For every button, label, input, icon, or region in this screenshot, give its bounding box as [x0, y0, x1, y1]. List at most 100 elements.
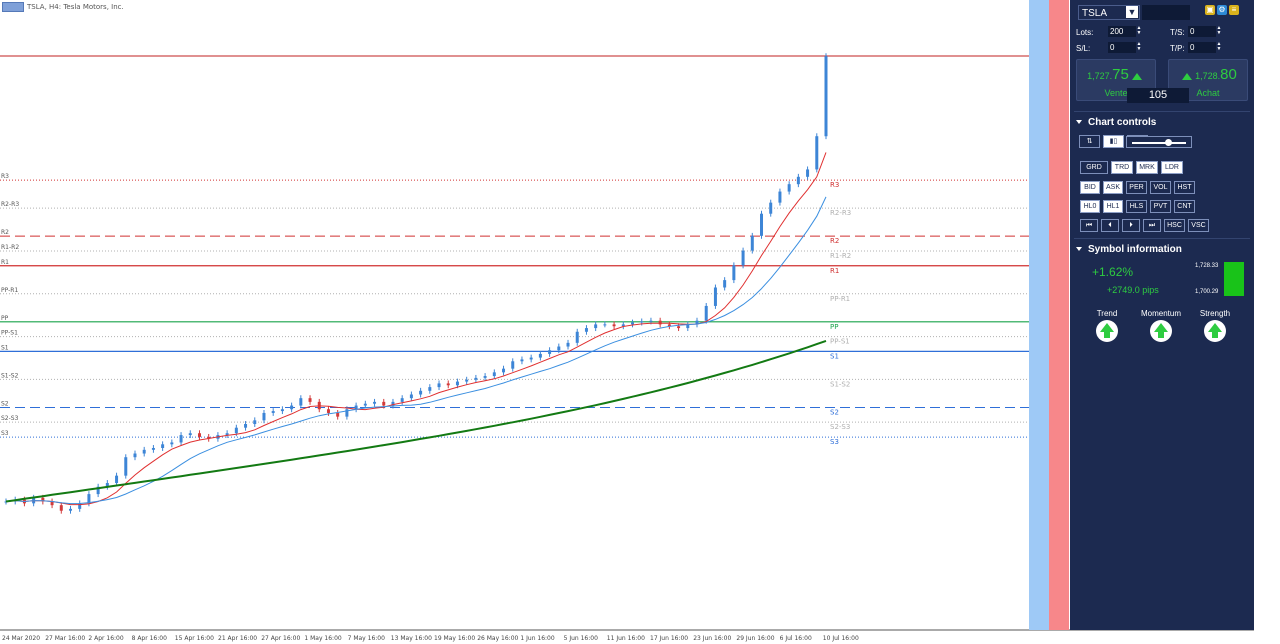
candle-body: [419, 390, 423, 395]
chart-control-ask-button[interactable]: ASK: [1103, 181, 1123, 194]
ma-slow-line: [5, 339, 827, 503]
candle-body: [566, 342, 570, 347]
range-bar: [1224, 262, 1244, 296]
pivot-right-label: S1-S2: [830, 380, 850, 388]
tp-stepper[interactable]: ▲ ▼: [1216, 41, 1222, 52]
chart-title: TSLA, H4: Tesla Motors, Inc.: [2, 2, 124, 12]
chart-control-vsc-button[interactable]: VSC: [1188, 219, 1209, 232]
candle-body: [741, 250, 745, 266]
candle-body: [806, 169, 810, 177]
sl-stepper[interactable]: ▲ ▼: [1136, 41, 1142, 52]
candle-body: [188, 433, 192, 436]
ask-column: [1049, 0, 1069, 630]
time-tick-label: 6 Jul 16:00: [780, 635, 812, 642]
candle-body: [170, 442, 174, 445]
price-chart[interactable]: 1862.951804.231745.501686.301627.461563.…: [0, 0, 1254, 644]
chart-control-vol-button[interactable]: VOL: [1150, 181, 1171, 194]
pivot-left-label: PP-R1: [1, 287, 18, 294]
candle-body: [446, 383, 450, 386]
lots-label: Lots:: [1076, 28, 1094, 37]
chart-control-hls-button[interactable]: HLS: [1126, 200, 1147, 213]
pivot-left-label: R2: [1, 229, 9, 236]
candle-body: [280, 409, 284, 412]
chart-control-trd-button[interactable]: TRD: [1111, 161, 1133, 174]
strength-label: Strength: [1199, 309, 1231, 318]
candle-body: [548, 350, 552, 354]
chart-control-hsc-button[interactable]: HSC: [1164, 219, 1185, 232]
chart-control-hl1-button[interactable]: HL1: [1103, 200, 1123, 213]
candle-body: [59, 505, 63, 511]
buy-button[interactable]: 1,728.80 Achat: [1168, 59, 1248, 101]
chart-control-mrk-button[interactable]: MRK: [1136, 161, 1158, 174]
symbol-select[interactable]: TSLA: [1078, 5, 1140, 20]
candle-body: [151, 447, 155, 450]
ts-stepper[interactable]: ▲ ▼: [1216, 25, 1222, 36]
pivot-left-label: S2: [1, 400, 9, 407]
pivot-left-label: R1-R2: [1, 244, 19, 251]
candle-body: [87, 494, 91, 504]
divider: [1074, 111, 1250, 112]
time-tick-label: 24 Mar 2020: [2, 635, 40, 642]
ts-input[interactable]: 0: [1188, 26, 1216, 37]
candle-bars-button[interactable]: ⇅: [1079, 135, 1100, 148]
chart-control-pvt-button[interactable]: PVT: [1150, 200, 1171, 213]
chart-control-cnt-button[interactable]: CNT: [1174, 200, 1195, 213]
candle-body: [271, 411, 275, 413]
chart-canvas[interactable]: 1862.951804.231745.501686.301627.461563.…: [0, 0, 1254, 644]
chart-control--button[interactable]: ⏴: [1101, 219, 1119, 232]
chart-control-hst-button[interactable]: HST: [1174, 181, 1195, 194]
chart-control-grd-button[interactable]: GRD: [1080, 161, 1108, 174]
candle-body: [529, 357, 533, 360]
chart-control--button[interactable]: ⏮: [1080, 219, 1098, 232]
symbol-info-header[interactable]: Symbol information: [1076, 244, 1182, 255]
candle-body: [41, 497, 45, 502]
pivot-right-label: R2-R3: [830, 209, 851, 217]
candle-style-button[interactable]: ▮▯: [1103, 135, 1124, 148]
lock-icon[interactable]: ▣: [1205, 5, 1215, 15]
pivot-right-label: S2-S3: [830, 423, 850, 431]
pivot-right-label: R3: [830, 181, 839, 189]
time-tick-label: 27 Mar 16:00: [45, 635, 85, 642]
candle-body: [723, 280, 727, 288]
candle-body: [584, 328, 588, 332]
candle-body: [538, 353, 542, 358]
symbol-search-input[interactable]: [1142, 5, 1190, 20]
candle-body: [179, 435, 183, 443]
lots-input[interactable]: 200: [1108, 26, 1136, 37]
chevron-down-icon[interactable]: ▼: [1126, 6, 1138, 18]
candle-body: [658, 320, 662, 325]
chart-control--button[interactable]: ⏭: [1143, 219, 1161, 232]
menu-icon[interactable]: ≡: [1229, 5, 1239, 15]
candle-body: [336, 412, 340, 417]
candle-body: [760, 213, 764, 236]
time-tick-label: 5 Jun 16:00: [564, 635, 598, 642]
buy-price-big: 80: [1220, 66, 1237, 83]
quantity-input[interactable]: 105: [1127, 88, 1189, 103]
chart-control--button[interactable]: ⏵: [1122, 219, 1140, 232]
time-tick-label: 2 Apr 16:00: [88, 635, 123, 642]
chart-control-bid-button[interactable]: BID: [1080, 181, 1100, 194]
collapse-icon: [1076, 120, 1082, 125]
chart-control-ldr-button[interactable]: LDR: [1161, 161, 1183, 174]
gear-icon[interactable]: ⚙: [1217, 5, 1227, 15]
pivot-right-label: R1: [830, 267, 839, 275]
trend-up-icon: [1096, 320, 1118, 342]
high-value: 1,728.33: [1195, 263, 1219, 269]
tp-input[interactable]: 0: [1188, 42, 1216, 53]
low-value: 1,700.29: [1195, 289, 1219, 295]
buy-price: 1,728.80: [1169, 66, 1247, 83]
chart-controls-header[interactable]: Chart controls: [1076, 117, 1156, 128]
sell-price-big: 75: [1112, 66, 1129, 83]
ma-fast-line: [5, 152, 827, 506]
zoom-slider[interactable]: [1126, 136, 1192, 148]
candle-body: [437, 383, 441, 388]
time-tick-label: 1 Jun 16:00: [520, 635, 554, 642]
candle-body: [207, 436, 211, 439]
sl-input[interactable]: 0: [1108, 42, 1136, 53]
change-percent: +1.62%: [1092, 265, 1134, 279]
lots-stepper[interactable]: ▲ ▼: [1136, 25, 1142, 36]
chart-control-per-button[interactable]: PER: [1126, 181, 1147, 194]
momentum-label: Momentum: [1140, 309, 1181, 318]
candle-body: [557, 346, 561, 351]
chart-control-hl0-button[interactable]: HL0: [1080, 200, 1100, 213]
